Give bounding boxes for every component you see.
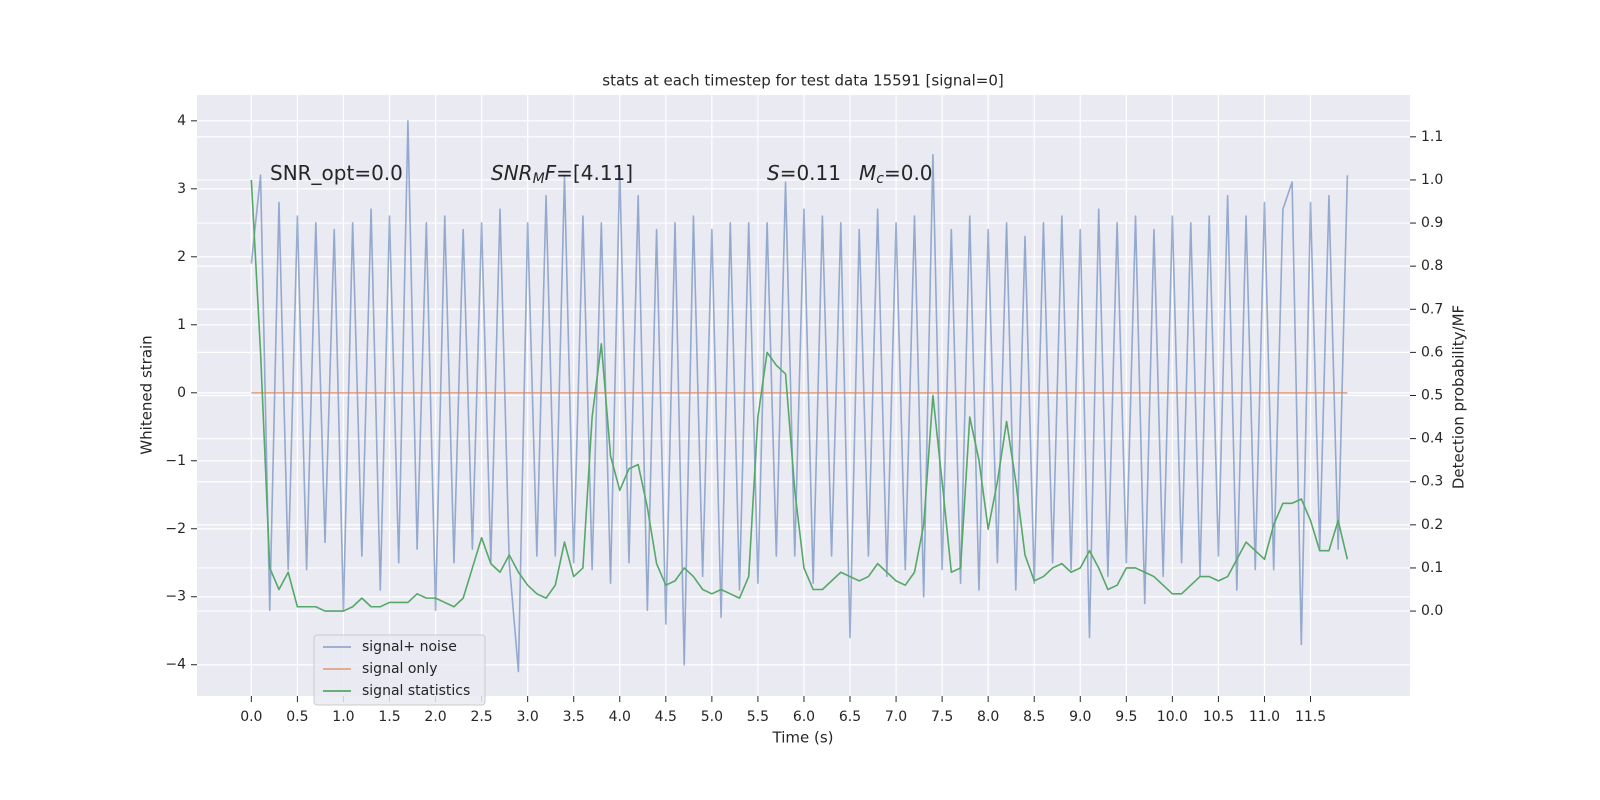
chart-title: stats at each timestep for test data 155… — [602, 72, 1003, 90]
y-tick-label: 4 — [177, 113, 186, 129]
y2-tick-label: 0.1 — [1421, 560, 1443, 576]
annotation-text: =0.0 — [884, 161, 933, 185]
annotation-subscript: M — [533, 171, 545, 187]
x-tick-label: 3.0 — [517, 709, 539, 725]
y2-tick-label: 0.0 — [1421, 603, 1443, 619]
x-tick-label: 4.5 — [655, 709, 677, 725]
y2-tick-label: 0.3 — [1421, 474, 1443, 490]
x-tick-label: 6.0 — [793, 709, 815, 725]
legend: signal+ noise signal only signal statistic… — [313, 634, 486, 706]
y2-tick-label: 0.8 — [1421, 258, 1443, 274]
y2-tick-label: 0.4 — [1421, 431, 1443, 447]
x-tick-label: 11.5 — [1295, 709, 1326, 725]
annotation: SNR_opt=0.0 — [270, 161, 403, 185]
y-tick-label: 2 — [177, 249, 186, 265]
plot-area — [250, 120, 1349, 673]
legend-box — [313, 634, 486, 706]
y2-tick-label: 0.2 — [1421, 517, 1443, 533]
annotation-text: SNR — [491, 161, 533, 185]
y-tick-label: −2 — [165, 521, 186, 537]
x-tick-label: 5.0 — [701, 709, 723, 725]
annotation-text: =[4.11] — [556, 161, 633, 185]
x-tick-label: 2.0 — [424, 709, 446, 725]
x-tick-label: 0.0 — [240, 709, 262, 725]
y-tick-label: 1 — [177, 317, 186, 333]
x-tick-label: 4.0 — [609, 709, 631, 725]
annotation: SNRMF=[4.11] — [491, 161, 633, 188]
x-tick-label: 1.5 — [378, 709, 400, 725]
y2-tick-label: 1.1 — [1421, 129, 1443, 145]
y-axis-label: Whitened strain — [138, 335, 156, 454]
y2-tick-label: 0.5 — [1421, 388, 1443, 404]
annotation: Mc=0.0 — [859, 161, 933, 188]
legend-label: signal only — [362, 661, 437, 677]
annotation-text: =0.11 — [780, 161, 841, 185]
x-tick-label: 7.5 — [931, 709, 953, 725]
x-tick-label: 2.5 — [470, 709, 492, 725]
x-tick-label: 10.0 — [1157, 709, 1188, 725]
legend-label: signal statistics — [362, 683, 470, 699]
series-line — [250, 120, 1349, 673]
x-tick-label: 9.0 — [1069, 709, 1091, 725]
x-tick-label: 7.0 — [885, 709, 907, 725]
x-axis-label: Time (s) — [772, 729, 834, 747]
x-tick-label: 8.0 — [977, 709, 999, 725]
x-tick-label: 3.5 — [563, 709, 585, 725]
annotation-text: S — [767, 161, 780, 185]
x-tick-label: 11.0 — [1249, 709, 1280, 725]
annotation-subscript: c — [876, 171, 884, 187]
annotation-text: SNR_opt=0.0 — [270, 161, 403, 185]
series-line — [250, 179, 1349, 612]
y2-tick-label: 1.0 — [1421, 172, 1443, 188]
annotation-text: F — [545, 161, 557, 185]
y-tick-label: 0 — [177, 385, 186, 401]
y2-tick-label: 0.9 — [1421, 215, 1443, 231]
x-tick-label: 1.0 — [332, 709, 354, 725]
legend-label: signal+ noise — [362, 639, 457, 655]
y2-tick-label: 0.6 — [1421, 344, 1443, 360]
x-tick-label: 5.5 — [747, 709, 769, 725]
x-tick-label: 0.5 — [286, 709, 308, 725]
x-tick-label: 10.5 — [1203, 709, 1234, 725]
x-tick-label: 8.5 — [1023, 709, 1045, 725]
x-tick-label: 9.5 — [1115, 709, 1137, 725]
annotation: S=0.11 — [767, 161, 841, 185]
annotation-text: M — [859, 161, 876, 185]
y-tick-label: 3 — [177, 181, 186, 197]
y-tick-label: −1 — [165, 453, 186, 469]
y2-tick-label: 0.7 — [1421, 301, 1443, 317]
y-tick-label: −4 — [165, 657, 186, 673]
y-tick-label: −3 — [165, 589, 186, 605]
x-tick-label: 6.5 — [839, 709, 861, 725]
y2-axis-label: Detection probability/MF — [1450, 305, 1468, 489]
